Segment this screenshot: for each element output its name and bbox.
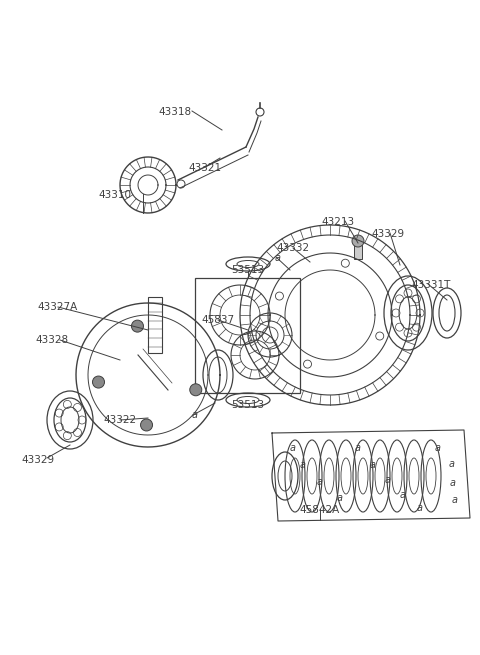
Text: a: a bbox=[300, 460, 306, 470]
Text: a: a bbox=[417, 503, 423, 513]
Text: a: a bbox=[370, 460, 376, 470]
Text: a: a bbox=[275, 253, 281, 263]
Text: 43321: 43321 bbox=[189, 163, 222, 173]
Circle shape bbox=[190, 384, 202, 396]
Text: a: a bbox=[385, 475, 391, 485]
Bar bbox=[148, 297, 162, 353]
Text: a: a bbox=[400, 490, 406, 500]
Text: 43318: 43318 bbox=[158, 107, 192, 117]
Text: 43331T: 43331T bbox=[411, 280, 451, 290]
Text: a: a bbox=[290, 443, 296, 453]
Text: 53513: 53513 bbox=[231, 400, 264, 410]
Text: 43213: 43213 bbox=[322, 217, 355, 227]
Circle shape bbox=[132, 320, 144, 332]
Text: a: a bbox=[317, 477, 323, 487]
Text: 43327A: 43327A bbox=[38, 302, 78, 312]
Circle shape bbox=[352, 235, 364, 247]
Text: 43310: 43310 bbox=[98, 190, 132, 200]
Text: 45842A: 45842A bbox=[300, 505, 340, 515]
Text: 43329: 43329 bbox=[22, 455, 55, 465]
Circle shape bbox=[93, 376, 105, 388]
Text: 43329: 43329 bbox=[372, 229, 405, 239]
Text: a: a bbox=[449, 459, 455, 469]
Text: a: a bbox=[192, 410, 198, 420]
Text: 53513: 53513 bbox=[231, 265, 264, 275]
Text: a: a bbox=[337, 493, 343, 503]
Text: 43328: 43328 bbox=[36, 335, 69, 345]
Text: 45837: 45837 bbox=[202, 315, 235, 325]
Text: a: a bbox=[435, 443, 441, 453]
Text: a: a bbox=[355, 443, 361, 453]
Text: a: a bbox=[452, 495, 458, 505]
Text: a: a bbox=[450, 478, 456, 488]
Circle shape bbox=[141, 419, 153, 431]
Bar bbox=[354, 245, 362, 259]
Bar bbox=[195, 278, 300, 393]
Text: 43332: 43332 bbox=[276, 243, 310, 253]
Text: 43322: 43322 bbox=[103, 415, 137, 425]
